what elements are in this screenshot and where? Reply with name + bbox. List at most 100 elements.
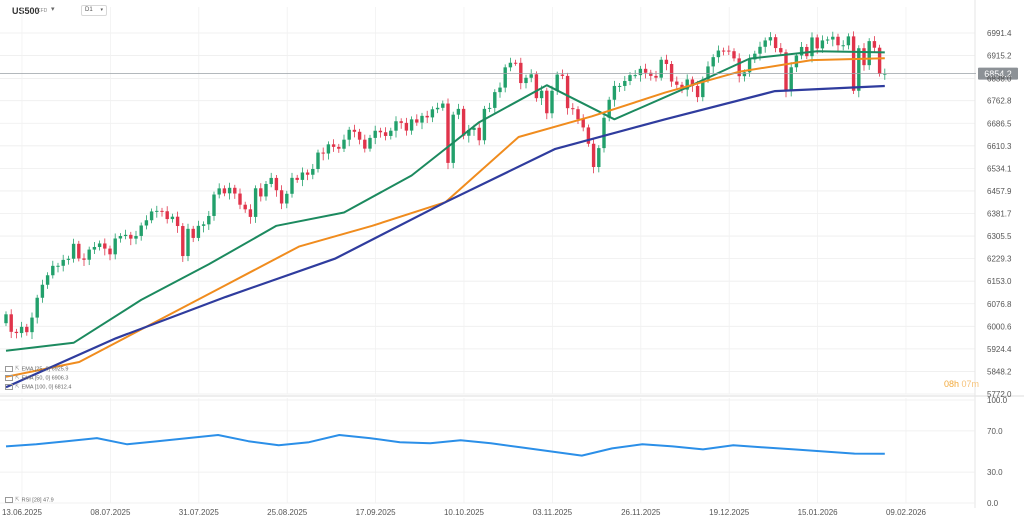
candle-body (368, 137, 372, 149)
candle-body (129, 234, 133, 239)
candle-body (763, 40, 767, 47)
candle-body (61, 259, 65, 266)
candle-body (290, 177, 294, 194)
candle-body (519, 62, 523, 84)
collapse-icon[interactable]: ⇱ (15, 384, 20, 391)
candle-body (253, 188, 258, 217)
candle-body (56, 265, 60, 267)
candle-body (259, 188, 263, 197)
candle-body (820, 40, 825, 49)
x-tick-label: 03.11.2025 (533, 508, 573, 517)
legend-settings-icon[interactable] (5, 384, 13, 390)
symbol-type-label: CFD (37, 8, 48, 14)
candle-body (108, 248, 112, 255)
legend-settings-icon[interactable] (5, 375, 13, 381)
candle-body (19, 326, 24, 334)
candle-body (66, 258, 71, 260)
symbol-name[interactable]: US500 (12, 6, 40, 16)
candle-body (165, 211, 169, 220)
candle-body (498, 87, 502, 93)
chevron-down-icon: ▾ (100, 7, 103, 13)
x-tick-label: 15.01.2026 (798, 508, 839, 517)
candle-body (264, 183, 268, 197)
candle-body (883, 73, 887, 75)
candle-body (71, 243, 76, 259)
y-tick-label: 6000.6 (987, 322, 1012, 331)
candle-body (643, 68, 648, 73)
candle-body (425, 115, 429, 118)
legend-ema100[interactable]: ⇱ EMA [100, 0] 6812.4 (5, 384, 71, 390)
candle-body (87, 249, 91, 260)
candle-body (571, 108, 575, 110)
legend-ema50[interactable]: ⇱ EMA [50, 0] 6906.3 (5, 375, 68, 381)
rsi-tick-label: 30.0 (987, 468, 1003, 477)
rsi-tick-label: 0.0 (987, 499, 999, 508)
candle-body (768, 37, 773, 41)
legend-settings-icon[interactable] (5, 497, 13, 503)
collapse-icon[interactable]: ⇱ (15, 375, 20, 382)
candle-body (727, 50, 731, 52)
candle-body (378, 130, 383, 133)
legend-settings-icon[interactable] (5, 366, 13, 372)
candle-body (732, 51, 736, 59)
candle-body (685, 79, 689, 90)
current-price-text: 6854.2 (984, 69, 1012, 79)
legend-rsi[interactable]: ⇱ RSI [28] 47.9 (5, 497, 54, 503)
collapse-icon[interactable]: ⇱ (15, 497, 20, 504)
symbol-dropdown-icon[interactable]: ▾ (51, 6, 55, 13)
candle-body (14, 331, 19, 334)
y-tick-label: 6229.3 (987, 255, 1012, 264)
candle-body (675, 81, 679, 85)
y-tick-label: 5772.0 (987, 390, 1012, 399)
candle-body (300, 172, 305, 180)
candle-body (742, 72, 747, 77)
timeframe-select[interactable]: D1 ▾ (81, 5, 107, 16)
candle-body (851, 36, 856, 91)
candle-body (311, 169, 315, 175)
rsi-line (5, 434, 885, 457)
candle-body (877, 47, 882, 74)
candle-body (40, 284, 45, 298)
x-tick-label: 31.07.2025 (179, 508, 220, 517)
candle-body (591, 143, 596, 168)
candle-body (217, 188, 221, 195)
candle-body (586, 127, 591, 144)
y-tick-label: 6457.9 (987, 187, 1012, 196)
candle-body (441, 103, 445, 108)
y-tick-label: 6534.1 (987, 164, 1012, 173)
candle-body (508, 62, 513, 68)
candle-body (363, 139, 367, 149)
candle-body (321, 152, 325, 154)
x-tick-label: 19.12.2025 (709, 508, 750, 517)
candle-body (285, 193, 289, 204)
candle-body (357, 131, 362, 140)
candle-body (810, 37, 814, 57)
legend-ema25[interactable]: ⇱ EMA [25, 0] 6925.9 (5, 366, 68, 372)
candle-body (342, 139, 346, 149)
candle-body (186, 228, 190, 257)
candle-body (513, 62, 518, 64)
candle-body (529, 74, 533, 78)
candle-body (160, 210, 164, 212)
y-tick-label: 6153.0 (987, 277, 1012, 286)
candle-body (409, 119, 414, 131)
collapse-icon[interactable]: ⇱ (15, 366, 20, 373)
candles (4, 31, 887, 339)
candle-body (279, 190, 284, 204)
candle-body (628, 75, 632, 81)
candle-body (654, 75, 658, 78)
candle-body (638, 68, 643, 76)
candle-body (565, 75, 570, 109)
candle-body (581, 119, 585, 128)
chart-toolbar: US500 CFD ▾ D1 ▾ (0, 0, 1024, 20)
candle-body (836, 36, 840, 46)
candle-body (383, 132, 388, 136)
candle-body (212, 194, 216, 216)
candle-body (175, 216, 180, 227)
candle-body (295, 177, 299, 180)
candle-body (97, 243, 102, 247)
candle-body (248, 209, 253, 217)
candle-body (472, 127, 476, 130)
candle-body (690, 79, 695, 86)
